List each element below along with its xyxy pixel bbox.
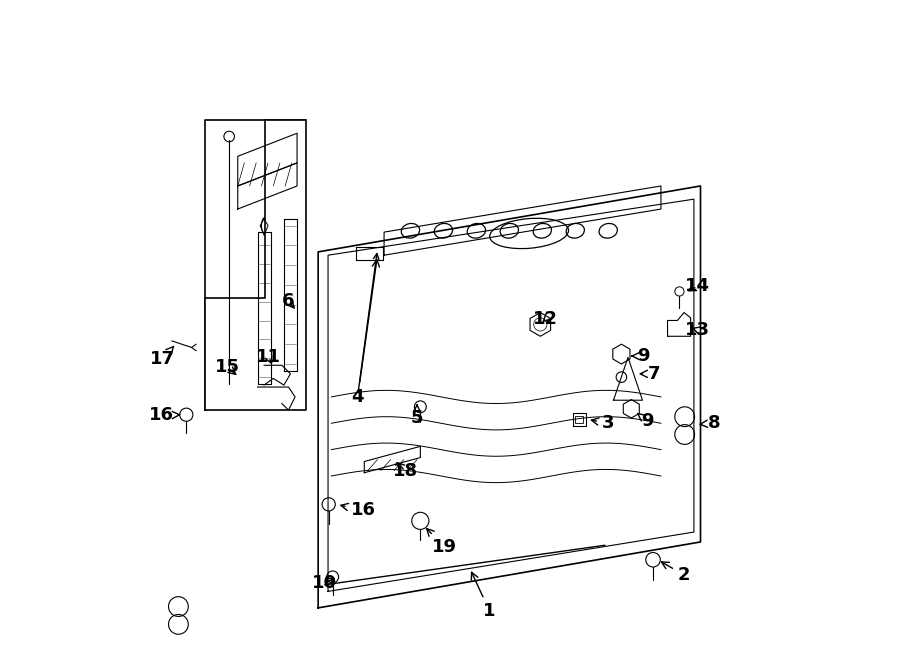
Bar: [575, 416, 583, 423]
Text: 9: 9: [638, 412, 654, 430]
Text: 17: 17: [150, 346, 176, 367]
Text: 16: 16: [341, 501, 375, 519]
Text: 12: 12: [533, 310, 558, 328]
Text: 16: 16: [148, 406, 180, 424]
Text: 6: 6: [283, 293, 294, 310]
Text: 14: 14: [685, 277, 710, 295]
Text: 10: 10: [312, 574, 338, 592]
Text: 11: 11: [256, 348, 281, 366]
Text: 1: 1: [472, 572, 496, 620]
Text: 5: 5: [410, 405, 423, 427]
Text: 15: 15: [215, 358, 239, 376]
Text: 18: 18: [392, 462, 418, 480]
Text: 3: 3: [591, 414, 615, 432]
Text: 19: 19: [427, 528, 457, 556]
Text: 9: 9: [632, 347, 657, 365]
Text: 8: 8: [700, 414, 720, 432]
Polygon shape: [205, 120, 306, 410]
Text: 13: 13: [685, 320, 710, 339]
Text: 2: 2: [662, 562, 690, 584]
Text: 4: 4: [352, 260, 380, 406]
Text: 7: 7: [640, 365, 661, 383]
